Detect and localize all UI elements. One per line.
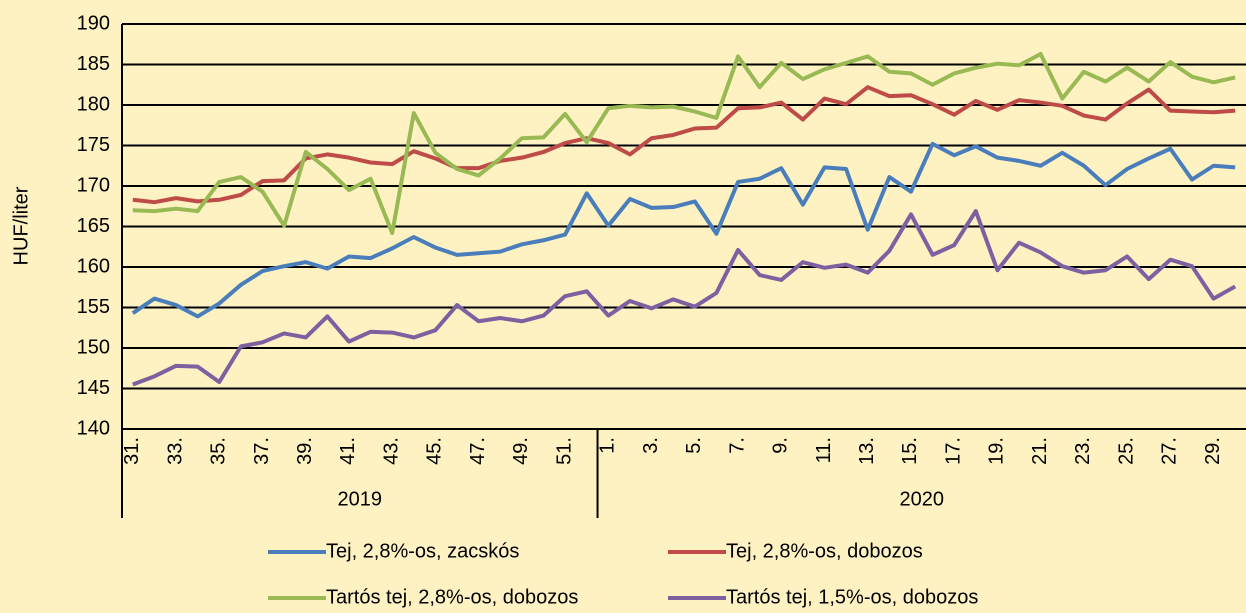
y-tick-label: 145 (77, 377, 110, 399)
x-tick-label: 25. (1115, 437, 1137, 465)
x-tick-label: 15. (899, 437, 921, 465)
x-tick-label: 35. (208, 437, 230, 465)
legend-label: Tartós tej, 1,5%-os, dobozos (726, 586, 978, 608)
x-tick-label: 17. (942, 437, 964, 465)
y-tick-label: 160 (77, 255, 110, 277)
legend-label: Tej, 2,8%-os, zacskós (326, 540, 519, 562)
series-line (132, 85, 1236, 205)
x-tick-label: 47. (467, 437, 489, 465)
y-tick-label: 180 (77, 93, 110, 115)
y-tick-label: 155 (77, 296, 110, 318)
x-tick-label: 41. (337, 437, 359, 465)
x-tick-label: 49. (510, 437, 532, 465)
x-tick-label: 23. (1072, 437, 1094, 465)
y-tick-label: 165 (77, 215, 110, 237)
x-tick-label: 5. (683, 437, 705, 454)
x-tick-label: 51. (553, 437, 575, 465)
y-tick-label: 190 (77, 12, 110, 34)
y-tick-label: 140 (77, 417, 110, 439)
x-tick-label: 1. (597, 437, 619, 454)
x-tick-label: 33. (164, 437, 186, 465)
series-line (132, 51, 1236, 235)
series-line (132, 209, 1237, 387)
y-tick-label: 170 (77, 174, 110, 196)
legend-label: Tartós tej, 2,8%-os, dobozos (326, 586, 578, 608)
x-tick-label: 31. (121, 437, 143, 465)
y-tick-label: 185 (77, 53, 110, 75)
y-axis-label: HUF/liter (10, 186, 32, 265)
x-tick-label: 19. (986, 437, 1008, 465)
x-tick-label: 3. (640, 437, 662, 454)
x-tick-label: 29. (1202, 437, 1224, 465)
x-tick-label: 13. (856, 437, 878, 465)
series-line (131, 141, 1236, 319)
x-tick-label: 21. (1029, 437, 1051, 465)
legend-label: Tej, 2,8%-os, dobozos (726, 540, 923, 562)
x-tick-label: 45. (424, 437, 446, 465)
x-tick-label: 11. (813, 437, 835, 463)
y-tick-label: 150 (77, 336, 110, 358)
group-label: 2020 (900, 488, 945, 510)
y-tick-label: 175 (77, 134, 110, 156)
x-tick-label: 43. (380, 437, 402, 465)
x-tick-label: 9. (770, 437, 792, 454)
x-tick-label: 27. (1159, 437, 1181, 465)
group-label: 2019 (338, 488, 383, 510)
x-tick-label: 7. (726, 437, 748, 454)
x-tick-label: 37. (251, 437, 273, 465)
x-tick-label: 39. (294, 437, 316, 465)
